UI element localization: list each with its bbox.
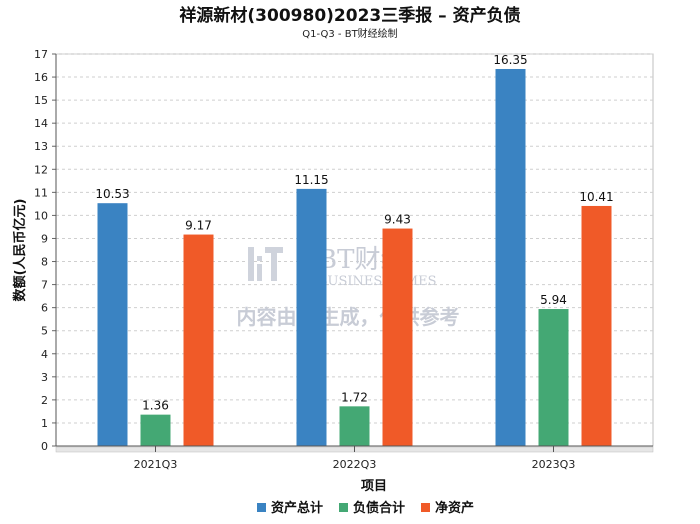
bar-3-3 <box>581 205 612 446</box>
x-axis-title: 项目 <box>361 479 387 494</box>
legend-swatch <box>257 503 266 512</box>
data-label: 9.43 <box>384 213 411 227</box>
x-tick-label: 2023Q3 <box>532 458 576 471</box>
bar-2-1 <box>140 414 171 446</box>
x-tick-label: 2022Q3 <box>333 458 377 471</box>
watermark-logo-icon <box>248 247 283 281</box>
y-tick-label: 12 <box>34 163 48 176</box>
watermark: BT财经 BUSINESSTIMES 内容由AI生成，仅供参考 <box>237 245 460 329</box>
y-tick-label: 17 <box>34 48 48 61</box>
data-label: 10.41 <box>579 190 613 204</box>
bar-1-2 <box>296 188 327 447</box>
y-tick-label: 14 <box>34 117 48 130</box>
y-tick-label: 6 <box>41 302 48 315</box>
y-tick-label: 1 <box>41 417 48 430</box>
y-tick-label: 15 <box>34 94 48 107</box>
legend-swatch <box>339 503 348 512</box>
y-tick-label: 10 <box>34 209 48 222</box>
watermark-brand-en: BUSINESSTIMES <box>318 274 437 289</box>
data-label: 16.35 <box>493 53 527 67</box>
bar-2-2 <box>339 406 370 446</box>
y-tick-label: 5 <box>41 325 48 338</box>
legend-label: 净资产 <box>435 500 474 516</box>
bar-1-1 <box>97 203 128 446</box>
y-tick-label: 7 <box>41 279 48 292</box>
y-tick-label: 3 <box>41 371 48 384</box>
y-tick-label: 2 <box>41 394 48 407</box>
legend-label: 资产总计 <box>271 500 323 516</box>
data-label: 5.94 <box>540 293 567 307</box>
bar-1-3 <box>495 68 526 447</box>
legend: 资产总计 负债合计 净资产 <box>257 500 474 516</box>
watermark-notice: 内容由AI生成，仅供参考 <box>237 305 460 329</box>
legend-swatch <box>421 503 430 512</box>
data-label: 1.36 <box>142 399 169 413</box>
chart-subtitle: Q1-Q3 - BT财经绘制 <box>302 27 397 40</box>
bar-3-2 <box>382 228 413 446</box>
data-label: 1.72 <box>341 390 368 404</box>
x-tick-label: 2021Q3 <box>134 458 178 471</box>
data-label: 9.17 <box>185 219 212 233</box>
y-tick-label: 9 <box>41 232 48 245</box>
y-tick-label: 11 <box>34 186 48 199</box>
data-label: 11.15 <box>294 173 328 187</box>
legend-label: 负债合计 <box>353 500 405 516</box>
y-tick-label: 16 <box>34 71 48 84</box>
y-axis-title: 数额(人民币亿元) <box>12 199 28 302</box>
y-tick-label: 4 <box>41 348 48 361</box>
y-tick-label: 8 <box>41 256 48 269</box>
y-tick-label: 0 <box>41 440 48 453</box>
bars: 10.53 1.36 9.17 11.15 1.72 9.43 16.35 5.94 10.41 <box>95 53 614 447</box>
bar-2-3 <box>538 309 569 446</box>
y-tick-label: 13 <box>34 140 48 153</box>
bar-3-1 <box>183 234 214 446</box>
data-label: 10.53 <box>95 187 129 201</box>
chart-title: 祥源新材(300980)2023三季报 – 资产负债 <box>179 5 520 26</box>
